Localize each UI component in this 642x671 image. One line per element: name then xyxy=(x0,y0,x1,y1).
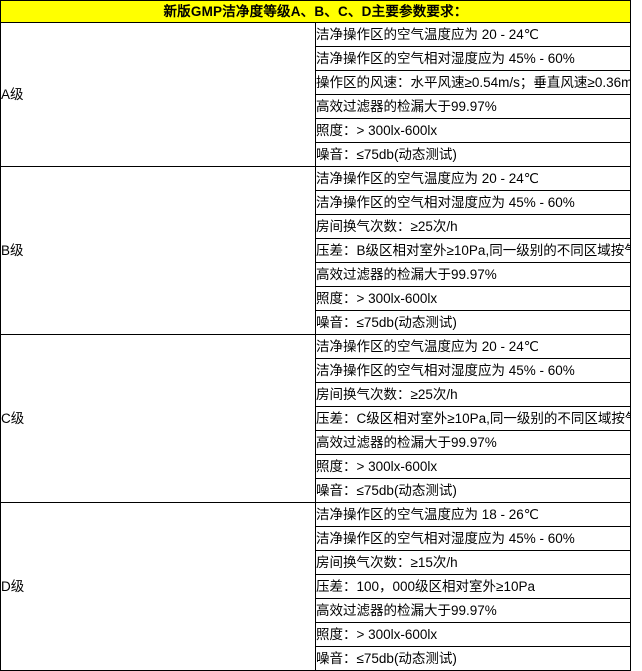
table-row: 高效过滤器的检漏大于99.97% xyxy=(1,430,631,455)
table-row: 房间换气次数：≥25次/h xyxy=(1,214,631,239)
param-text: 洁净操作区的空气相对湿度应为 45% - 60% xyxy=(316,194,575,210)
param-text: 噪音：≤75db(动态测试) xyxy=(316,314,457,330)
param-cell: 洁净操作区的空气温度应为 20 - 24℃ xyxy=(315,334,631,359)
grade-label-text: C级 xyxy=(1,410,25,426)
param-text: 洁净操作区的空气相对湿度应为 45% - 60% xyxy=(316,362,575,378)
table-title-row: 新版GMP洁净度等级A、B、C、D主要参数要求： xyxy=(0,0,631,23)
table-row: 压差：B级区相对室外≥10Pa,同一级别的不同区域按气流流向应保持一 xyxy=(1,238,631,263)
param-cell: 房间换气次数：≥25次/h xyxy=(315,382,631,407)
table-row: 操作区的风速：水平风速≥0.54m/s；垂直风速≥0.36m/s xyxy=(1,70,631,95)
param-text: 洁净操作区的空气相对湿度应为 45% - 60% xyxy=(316,530,575,546)
table-row: A级 洁净操作区的空气温度应为 20 - 24℃ xyxy=(0,22,631,167)
table-row: 照度：> 300lx-600lx xyxy=(1,118,631,143)
grade-label-d: D级 xyxy=(0,502,316,671)
table-row: 洁净操作区的空气相对湿度应为 45% - 60% xyxy=(1,46,631,71)
grade-label-text: B级 xyxy=(1,242,24,258)
param-cell: 洁净操作区的空气相对湿度应为 45% - 60% xyxy=(315,190,631,215)
param-text: 洁净操作区的空气相对湿度应为 45% - 60% xyxy=(316,50,575,66)
grade-label-b: B级 xyxy=(0,166,316,335)
param-text: 噪音：≤75db(动态测试) xyxy=(316,482,457,498)
table-row: 照度：> 300lx-600lx xyxy=(1,286,631,311)
param-text: 噪音：≤75db(动态测试) xyxy=(316,146,457,162)
param-cell: 照度：> 300lx-600lx xyxy=(315,118,631,143)
table-row: B级 洁净操作区的空气温度应为 20 - 24℃ xyxy=(0,166,631,335)
table-row: C级 洁净操作区的空气温度应为 20 - 24℃ xyxy=(0,334,631,503)
table-row: 洁净操作区的空气相对湿度应为 45% - 60% xyxy=(1,358,631,383)
table-row: D级 洁净操作区的空气温度应为 18 - 26℃ xyxy=(0,502,631,671)
table-row: 洁净操作区的空气相对湿度应为 45% - 60% xyxy=(1,190,631,215)
table-row: 压差：C级区相对室外≥10Pa,同一级别的不同区域按气流流向应保持一 xyxy=(1,406,631,431)
param-cell: 高效过滤器的检漏大于99.97% xyxy=(315,94,631,119)
param-text: 高效过滤器的检漏大于99.97% xyxy=(316,602,497,618)
table-row: 噪音：≤75db(动态测试) xyxy=(1,478,631,503)
param-text: 噪音：≤75db(动态测试) xyxy=(316,650,457,666)
param-cell: 高效过滤器的检漏大于99.97% xyxy=(315,262,631,287)
param-cell: 照度：> 300lx-600lx xyxy=(315,622,631,647)
param-text: 照度：> 300lx-600lx xyxy=(316,122,438,138)
param-text: 操作区的风速：水平风速≥0.54m/s；垂直风速≥0.36m/s xyxy=(316,74,631,90)
param-text: 高效过滤器的检漏大于99.97% xyxy=(316,98,497,114)
param-cell: 压差：B级区相对室外≥10Pa,同一级别的不同区域按气流流向应保持一 xyxy=(315,238,631,263)
param-text: 照度：> 300lx-600lx xyxy=(316,458,438,474)
param-cell: 高效过滤器的检漏大于99.97% xyxy=(315,430,631,455)
param-text: 压差：B级区相对室外≥10Pa,同一级别的不同区域按气流流向应保持一 xyxy=(316,242,630,258)
param-cell: 洁净操作区的空气相对湿度应为 45% - 60% xyxy=(315,46,631,71)
param-text: 房间换气次数：≥25次/h xyxy=(316,218,458,234)
param-text: 压差：100，000级区相对室外≥10Pa xyxy=(316,578,536,594)
param-cell: 洁净操作区的空气温度应为 20 - 24℃ xyxy=(315,166,631,191)
param-cell: 洁净操作区的空气相对湿度应为 45% - 60% xyxy=(315,526,631,551)
param-cell: 压差：100，000级区相对室外≥10Pa xyxy=(315,574,631,599)
table-row: 照度：> 300lx-600lx xyxy=(1,454,631,479)
param-cell: 洁净操作区的空气相对湿度应为 45% - 60% xyxy=(315,358,631,383)
table-title-cell: 新版GMP洁净度等级A、B、C、D主要参数要求： xyxy=(0,0,631,23)
param-cell: 高效过滤器的检漏大于99.97% xyxy=(315,598,631,623)
param-text: 照度：> 300lx-600lx xyxy=(316,626,438,642)
param-cell: 照度：> 300lx-600lx xyxy=(315,286,631,311)
grade-label-text: D级 xyxy=(1,578,25,594)
table-row: 房间换气次数：≥25次/h xyxy=(1,382,631,407)
param-text: 照度：> 300lx-600lx xyxy=(316,290,438,306)
table-row: 噪音：≤75db(动态测试) xyxy=(1,310,631,335)
grade-label-c: C级 xyxy=(0,334,316,503)
param-text: 压差：C级区相对室外≥10Pa,同一级别的不同区域按气流流向应保持一 xyxy=(316,410,630,426)
param-text: 洁净操作区的空气温度应为 20 - 24℃ xyxy=(316,338,539,354)
param-text: 洁净操作区的空气温度应为 20 - 24℃ xyxy=(316,26,539,42)
param-text: 洁净操作区的空气温度应为 20 - 24℃ xyxy=(316,170,539,186)
param-cell: 操作区的风速：水平风速≥0.54m/s；垂直风速≥0.36m/s xyxy=(315,70,631,95)
param-cell: 噪音：≤75db(动态测试) xyxy=(315,646,631,671)
param-text: 洁净操作区的空气温度应为 18 - 26℃ xyxy=(316,506,539,522)
param-cell: 噪音：≤75db(动态测试) xyxy=(315,310,631,335)
param-cell: 噪音：≤75db(动态测试) xyxy=(315,478,631,503)
param-text: 高效过滤器的检漏大于99.97% xyxy=(316,434,497,450)
param-cell: 房间换气次数：≥15次/h xyxy=(315,550,631,575)
param-cell: 照度：> 300lx-600lx xyxy=(315,454,631,479)
table-row: 高效过滤器的检漏大于99.97% xyxy=(1,262,631,287)
param-cell: 洁净操作区的空气温度应为 20 - 24℃ xyxy=(315,22,631,47)
param-text: 房间换气次数：≥25次/h xyxy=(316,386,458,402)
param-cell: 压差：C级区相对室外≥10Pa,同一级别的不同区域按气流流向应保持一 xyxy=(315,406,631,431)
grade-label-a: A级 xyxy=(0,22,316,167)
param-cell: 噪音：≤75db(动态测试) xyxy=(315,142,631,167)
param-cell: 洁净操作区的空气温度应为 18 - 26℃ xyxy=(315,502,631,527)
param-text: 高效过滤器的检漏大于99.97% xyxy=(316,266,497,282)
grade-label-text: A级 xyxy=(1,86,24,102)
param-cell: 房间换气次数：≥25次/h xyxy=(315,214,631,239)
table-row: 压差：100，000级区相对室外≥10Pa xyxy=(1,574,631,599)
param-text: 房间换气次数：≥15次/h xyxy=(316,554,458,570)
